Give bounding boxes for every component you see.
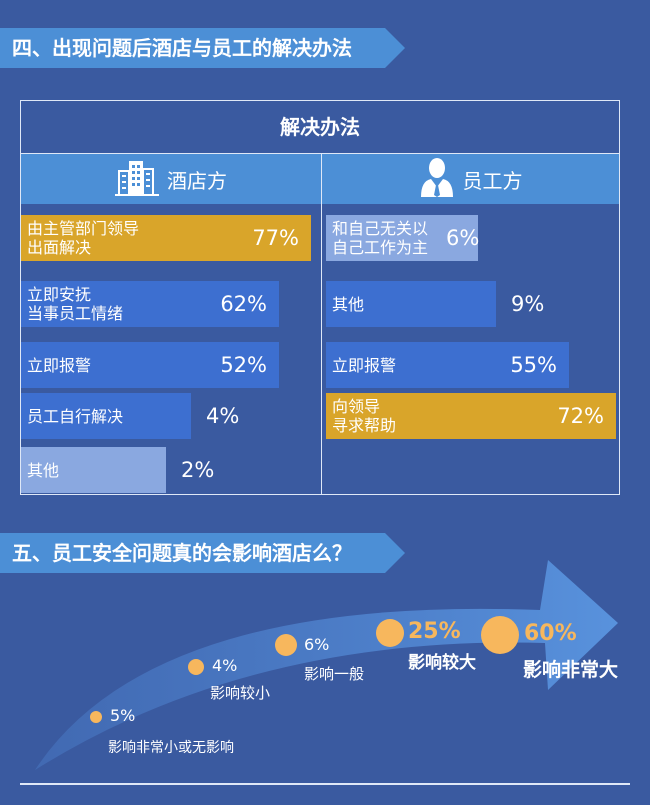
bar-value-label: 6%: [446, 226, 480, 250]
bar-category-label: 其他: [27, 460, 60, 480]
solution-bar: 其他 2%: [21, 447, 214, 493]
impact-bubble: [481, 616, 519, 654]
bar-category-label: 立即安抚 当事员工情绪: [27, 285, 124, 323]
impact-category-label: 影响非常小或无影响: [108, 740, 234, 756]
impact-value-label: 60%: [524, 621, 577, 646]
solution-bar: 立即安抚 当事员工情绪 62%: [21, 281, 279, 327]
solution-bar: 由主管部门领导 出面解决 77%: [21, 215, 311, 261]
impact-value-label: 6%: [304, 635, 329, 654]
bar-category-label: 向领导 寻求帮助: [332, 397, 397, 435]
impact-category-label: 影响一般: [304, 665, 364, 683]
solution-bar: 员工自行解决 4%: [21, 393, 239, 439]
bar-value-label: 2%: [181, 458, 215, 482]
column-header-hotel: 酒店方: [21, 154, 321, 204]
bar-category-label: 由主管部门领导 出面解决: [27, 219, 140, 257]
bar-category-label: 立即报警: [27, 355, 92, 375]
solution-bar: 和自己无关以 自己工作为主 6%: [326, 215, 480, 261]
bar-value-label: 77%: [252, 226, 299, 250]
bar-value-label: 9%: [511, 292, 545, 316]
column-header-hotel-label: 酒店方: [167, 168, 227, 193]
bar-category-label: 员工自行解决: [27, 406, 124, 426]
section5-title: 五、员工安全问题真的会影响酒店么？: [12, 541, 352, 565]
impact-bubble: [90, 711, 102, 723]
impact-bubble: [188, 659, 204, 675]
impact-category-label: 影响较小: [210, 684, 270, 702]
bar-category-label: 和自己无关以 自己工作为主: [332, 219, 429, 257]
column-header-employee: 员工方: [322, 154, 619, 204]
solution-bar: 立即报警 52%: [21, 342, 279, 388]
column-divider: [321, 154, 322, 494]
section5-banner: 五、员工安全问题真的会影响酒店么？: [0, 533, 405, 573]
solution-bar: 其他 9%: [326, 281, 544, 327]
impact-value-label: 5%: [110, 706, 135, 725]
bar-value-label: 72%: [557, 404, 604, 428]
impact-value-label: 4%: [212, 656, 237, 675]
impact-chart: 5% 影响非常小或无影响 4% 影响较小 6% 影响一般 25% 影响较大 60% 影响非常大: [35, 560, 618, 770]
section4-title: 四、出现问题后酒店与员工的解决办法: [12, 36, 352, 60]
column-header-employee-label: 员工方: [462, 168, 523, 193]
solution-bar: 立即报警 55%: [326, 342, 569, 388]
impact-category-label: 影响较大: [408, 652, 476, 673]
bar-value-label: 52%: [220, 353, 267, 377]
impact-category-label: 影响非常大: [523, 658, 618, 681]
impact-value-label: 25%: [408, 619, 461, 644]
section-banner-shape: [0, 28, 405, 68]
bar-category-label: 立即报警: [332, 355, 397, 375]
section4-banner: 四、出现问题后酒店与员工的解决办法: [0, 28, 405, 68]
impact-bubble: [275, 634, 297, 656]
bar-category-label: 其他: [332, 294, 365, 314]
bar-value-label: 62%: [220, 292, 267, 316]
solution-bar: 向领导 寻求帮助 72%: [326, 393, 616, 439]
bar-value-label: 55%: [510, 353, 557, 377]
table-title: 解决办法: [21, 101, 619, 154]
section-banner-shape: [0, 533, 405, 573]
solutions-table: 解决办法 酒店方 员工方: [20, 100, 620, 495]
building-icon: [115, 157, 159, 202]
bottom-divider: [20, 783, 630, 785]
bar-value-label: 4%: [206, 404, 240, 428]
impact-bubble: [376, 619, 404, 647]
employee-icon: [419, 157, 455, 202]
impact-arrow: [35, 560, 618, 770]
